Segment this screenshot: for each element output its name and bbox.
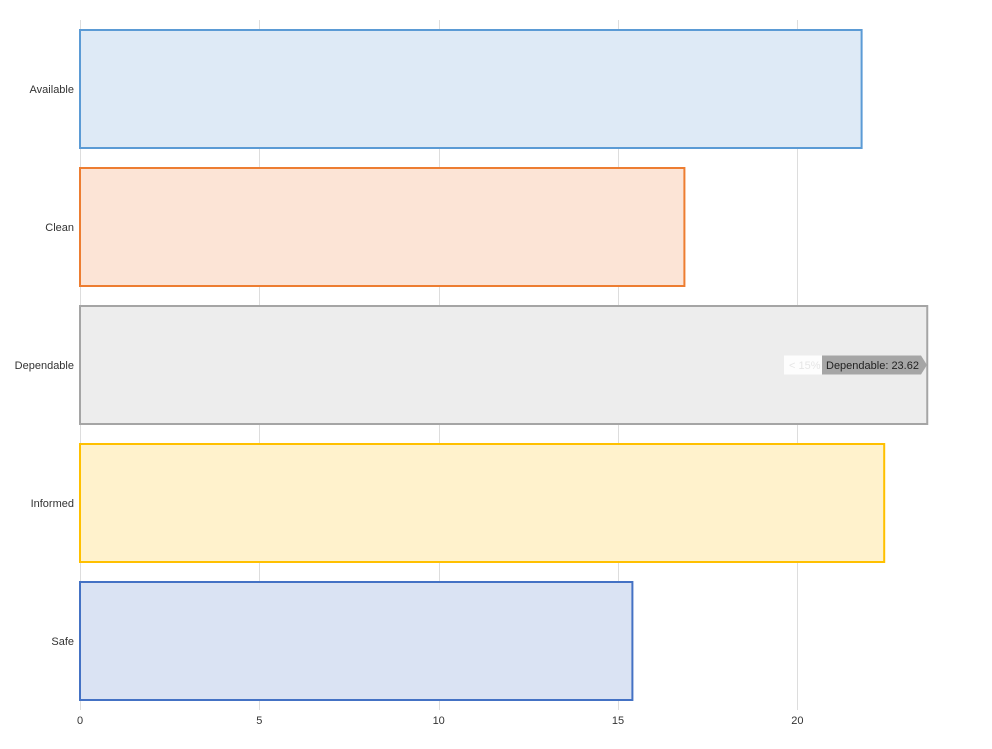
bar xyxy=(79,167,686,287)
bar xyxy=(79,581,634,701)
x-tick-label: 15 xyxy=(612,715,624,727)
tooltip-box xyxy=(822,355,927,375)
bar xyxy=(79,29,863,149)
bar xyxy=(79,443,886,563)
tooltip-ghost-text: < 15% xyxy=(789,360,821,372)
category-label: Dependable xyxy=(15,360,74,372)
x-tick-label: 5 xyxy=(256,715,262,727)
x-tick-label: 0 xyxy=(77,715,83,727)
x-tick-label: 20 xyxy=(791,715,803,727)
tooltip-text: Dependable: 23.62 xyxy=(826,360,919,372)
category-labels: Available Clean Dependable Informed Safe xyxy=(15,84,74,648)
x-tick-label: 10 xyxy=(433,715,445,727)
category-label: Informed xyxy=(31,498,74,510)
category-label: Clean xyxy=(45,222,74,234)
category-label: Safe xyxy=(51,636,74,648)
bars xyxy=(79,29,929,701)
tooltip: < 15% Dependable: 23.62 xyxy=(784,355,927,375)
category-label: Available xyxy=(30,84,74,96)
tooltip-ghost-background xyxy=(784,355,822,375)
x-tick-labels: 0 5 10 15 20 xyxy=(77,715,804,727)
